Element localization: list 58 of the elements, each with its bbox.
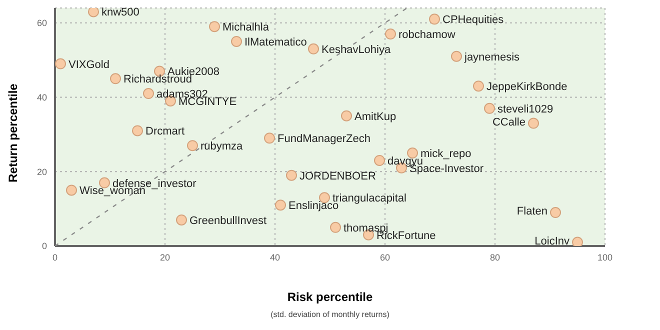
annotation: knw500: [102, 6, 140, 19]
annotation: JORDENBOER: [300, 170, 376, 182]
annotation: Flaten: [516, 206, 548, 218]
annotation: steveli1029: [498, 103, 554, 116]
text: (std. deviation of monthly returns): [270, 310, 390, 319]
annotation: rubymza: [200, 140, 244, 153]
point: [66, 184, 77, 196]
y-tick-label: 20: [36, 166, 47, 177]
annotation: Drcmart: [146, 126, 185, 138]
point: [231, 36, 242, 47]
x-tick-label: 0: [52, 252, 58, 262]
x-tick-label: 100: [597, 252, 613, 262]
point: [55, 58, 66, 70]
annotation: jaynemesis: [464, 51, 520, 64]
y-tick-label: 40: [36, 92, 47, 102]
y-tick-label: 60: [36, 18, 47, 28]
point: [528, 118, 539, 129]
annotation: CPHequities: [442, 14, 504, 26]
point: [286, 170, 297, 181]
point: [330, 222, 341, 233]
x-tick-label: 80: [490, 252, 500, 262]
annotation: FundManagerZech: [278, 133, 370, 146]
point: [275, 200, 286, 211]
point: [385, 28, 396, 40]
point: [132, 125, 143, 136]
y-tick-label: 0: [42, 241, 47, 252]
point: [176, 214, 187, 226]
annotation: LoicInv: [534, 235, 570, 248]
y-axis-title: Return percentile: [6, 82, 21, 184]
x-axis-title: Risk percentile: [286, 290, 374, 304]
point: [308, 43, 319, 54]
point: [341, 110, 352, 122]
annotation: VIXGold: [68, 58, 110, 71]
annotation: KeshavLohiya: [322, 44, 392, 56]
point: [550, 207, 561, 218]
annotation: IlMatematico: [244, 36, 307, 48]
point: [264, 132, 275, 144]
annotation: AmitKup: [354, 110, 396, 123]
annotation: robchamow: [398, 29, 456, 42]
point: [209, 21, 220, 32]
point: [374, 154, 385, 166]
annotation: Michalhla: [222, 22, 270, 34]
annotation: CCalle: [492, 116, 526, 128]
point: [473, 80, 484, 92]
x-tick-label: 20: [160, 252, 170, 262]
point: [484, 102, 495, 114]
point: [88, 8, 99, 18]
annotation: GreenbullInvest: [190, 214, 267, 227]
point: [451, 50, 462, 62]
annotation: mick_repo: [420, 148, 472, 160]
annotation: JeppeKirkBonde: [486, 81, 568, 94]
point: [187, 140, 198, 152]
point: [572, 236, 583, 246]
point: [143, 88, 154, 100]
point: [110, 73, 121, 84]
point: [429, 14, 440, 25]
x-tick-label: 40: [270, 252, 280, 262]
x-tick-label: 60: [380, 252, 390, 262]
